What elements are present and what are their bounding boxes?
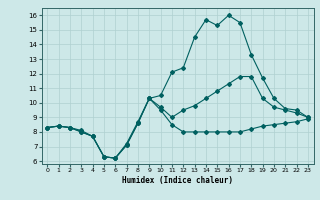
X-axis label: Humidex (Indice chaleur): Humidex (Indice chaleur): [122, 176, 233, 185]
